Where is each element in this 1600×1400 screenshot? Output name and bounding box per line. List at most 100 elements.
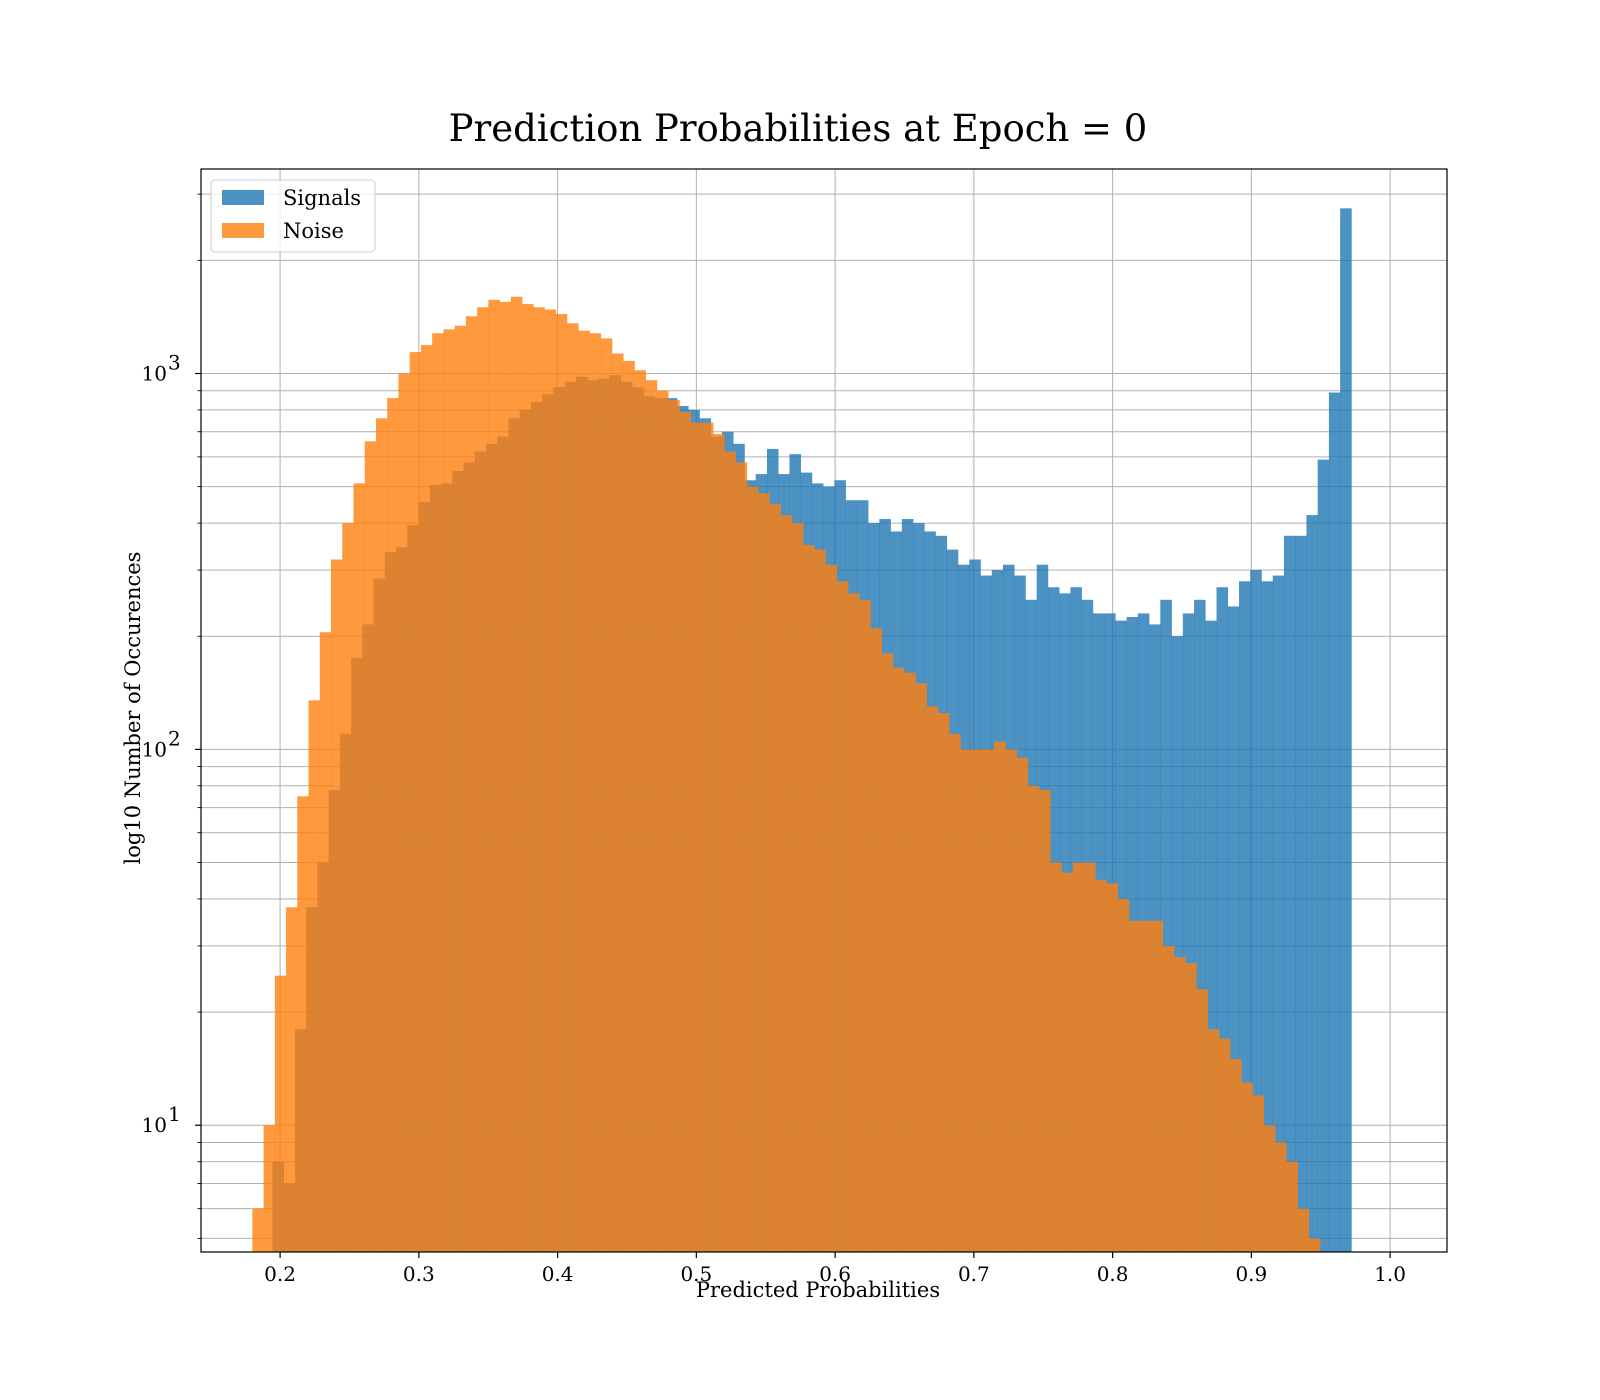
bar-noise	[1072, 862, 1085, 1252]
bar-noise	[971, 749, 984, 1252]
bar-noise	[1016, 757, 1029, 1252]
bar-noise	[724, 451, 736, 1252]
bar-noise	[960, 749, 972, 1252]
bar-noise	[611, 353, 624, 1252]
bar-noise	[342, 523, 354, 1252]
bar-signals	[1182, 613, 1195, 1252]
bar-noise	[949, 733, 961, 1252]
y-tick-exponent: 3	[168, 350, 181, 374]
bar-noise	[1151, 920, 1163, 1252]
bar-noise	[679, 411, 691, 1253]
bar-signals	[1216, 587, 1229, 1252]
bar-noise	[1005, 749, 1017, 1252]
x-axis-label: Predicted Probabilities	[696, 1278, 940, 1302]
bar-noise	[735, 462, 748, 1253]
bar-noise	[1061, 872, 1074, 1252]
bar-noise	[915, 683, 927, 1252]
bar-noise	[274, 975, 287, 1252]
bar-noise	[398, 373, 410, 1252]
noise-series	[252, 296, 1321, 1253]
bar-noise	[263, 1125, 276, 1252]
bar-signals	[1340, 208, 1352, 1252]
legend-swatch-signals	[222, 190, 264, 205]
bar-signals	[1295, 535, 1307, 1252]
bar-noise	[1252, 1095, 1265, 1252]
bar-signals	[1272, 575, 1285, 1252]
bar-noise	[1241, 1082, 1253, 1252]
bar-noise	[1106, 883, 1119, 1252]
bar-noise	[814, 549, 826, 1252]
bar-noise	[1218, 1038, 1231, 1252]
y-tick-exponent: 2	[168, 726, 181, 750]
x-tick-label: 0.6	[819, 1262, 851, 1286]
bar-noise	[870, 628, 883, 1252]
bar-noise	[544, 309, 557, 1253]
bar-noise	[904, 672, 916, 1252]
bar-noise	[758, 493, 770, 1252]
bar-noise	[1095, 879, 1107, 1252]
y-axis-label: log10 Number of Occurences	[121, 552, 145, 865]
x-tick-label: 0.5	[680, 1262, 712, 1286]
bar-noise	[1196, 989, 1208, 1252]
bar-noise	[1297, 1208, 1310, 1252]
x-tick-label: 0.3	[403, 1262, 435, 1286]
bar-noise	[353, 483, 366, 1252]
bar-signals	[1261, 581, 1274, 1252]
y-tick-exponent: 1	[168, 1102, 181, 1126]
bar-noise	[331, 559, 343, 1252]
bar-noise	[387, 398, 399, 1252]
bar-noise	[465, 316, 478, 1252]
bar-noise	[926, 706, 939, 1252]
bar-noise	[589, 333, 602, 1252]
bar-noise	[1286, 1161, 1298, 1252]
bar-noise	[881, 653, 894, 1252]
bar-noise	[533, 307, 545, 1253]
bar-noise	[859, 599, 871, 1252]
bar-signals	[1205, 620, 1217, 1252]
bar-noise	[982, 749, 995, 1252]
bar-signals	[1250, 570, 1262, 1252]
x-tick-label: 0.4	[542, 1262, 574, 1286]
bar-noise	[825, 564, 838, 1252]
bar-noise	[1173, 957, 1186, 1252]
bar-noise	[1050, 862, 1062, 1252]
bar-noise	[634, 370, 647, 1252]
plot-frame	[200, 168, 1448, 1253]
legend-swatch-noise	[222, 223, 264, 238]
bar-noise	[769, 503, 781, 1253]
bar-noise	[1185, 963, 1197, 1252]
legend-label-noise: Noise	[283, 219, 344, 243]
bar-noise	[432, 333, 444, 1252]
bar-noise	[1140, 920, 1152, 1252]
bar-noise	[364, 441, 377, 1252]
bar-noise	[713, 434, 725, 1252]
bar-noise	[892, 667, 905, 1252]
bar-noise	[454, 325, 467, 1252]
bar-noise	[499, 301, 512, 1252]
bar-noise	[600, 338, 613, 1252]
bar-noise	[510, 296, 523, 1253]
bar-noise	[1039, 789, 1051, 1252]
bar-noise	[1275, 1142, 1287, 1252]
bar-noise	[994, 741, 1006, 1252]
bar-noise	[1162, 945, 1175, 1252]
bar-noise	[409, 352, 422, 1252]
bar-noise	[319, 632, 332, 1252]
bar-signals	[1283, 535, 1296, 1252]
bar-noise	[522, 304, 534, 1253]
bar-noise	[1084, 862, 1096, 1252]
bar-noise	[746, 486, 759, 1252]
bar-noise	[578, 330, 590, 1252]
bar-noise	[656, 390, 669, 1252]
bar-noise	[803, 544, 815, 1252]
chart-title: Prediction Probabilities at Epoch = 0	[449, 107, 1148, 150]
bar-noise	[848, 593, 860, 1252]
bar-noise	[701, 422, 714, 1252]
bar-signals	[1306, 515, 1318, 1252]
bar-noise	[668, 400, 680, 1252]
x-tick-label: 0.7	[958, 1262, 990, 1286]
legend-label-signals: Signals	[283, 186, 361, 210]
bar-noise	[1207, 1029, 1220, 1252]
